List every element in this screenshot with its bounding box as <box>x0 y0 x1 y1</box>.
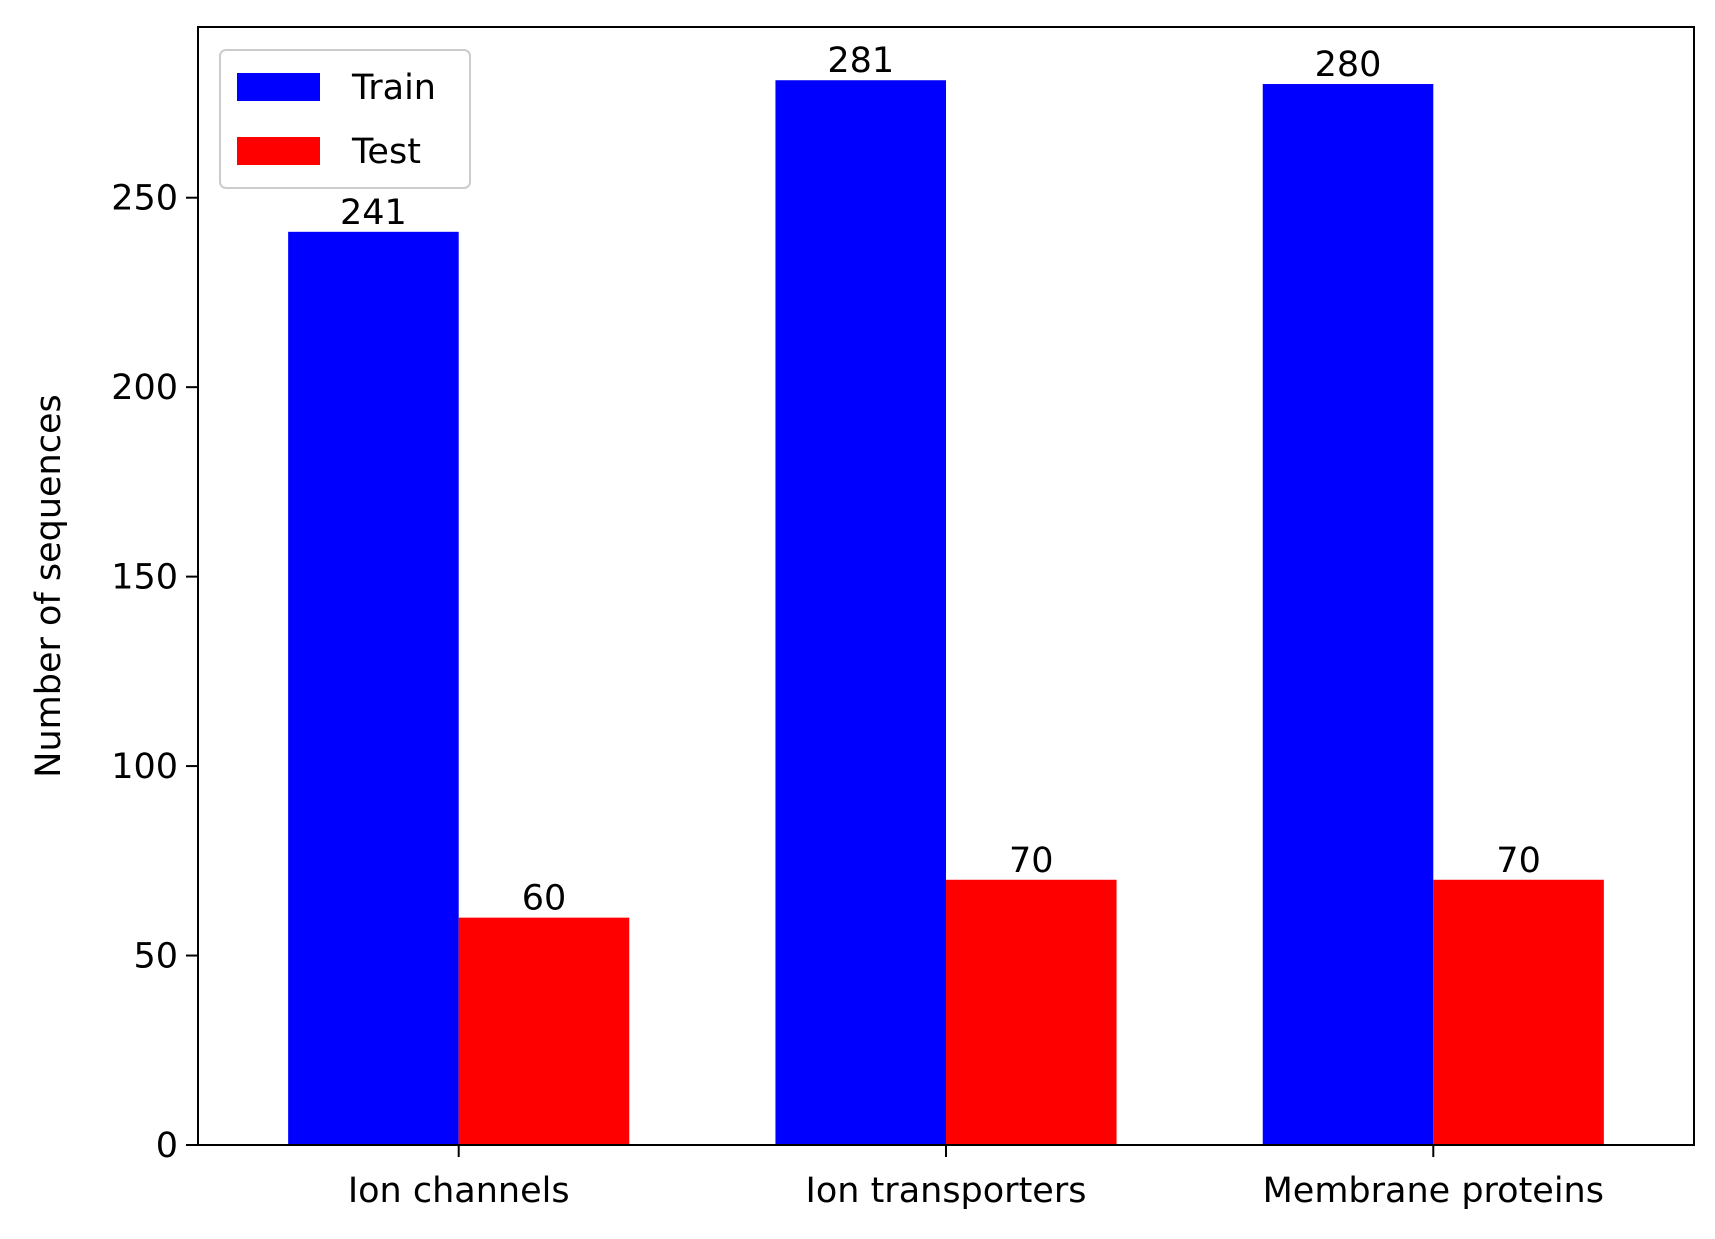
y-tick-label-250: 250 <box>111 179 178 219</box>
y-tick-label-50: 50 <box>133 937 178 977</box>
y-tick-label-100: 100 <box>111 747 178 787</box>
x-tick-label-2: Membrane proteins <box>1263 1171 1604 1211</box>
legend-swatch-test <box>237 137 320 165</box>
data-label-train-2: 280 <box>1315 45 1382 85</box>
data-label-test-1: 70 <box>1009 841 1054 881</box>
x-tick-label-1: Ion transporters <box>806 1171 1087 1211</box>
bars-layer <box>288 80 1604 1146</box>
bar-train-0 <box>288 231 459 1145</box>
legend: Train Test <box>219 49 471 189</box>
y-tick-label-150: 150 <box>111 558 178 598</box>
x-axis: Ion channels Ion transporters Membrane pro… <box>348 1145 1604 1211</box>
data-label-test-0: 60 <box>522 879 567 919</box>
x-tick-label-0: Ion channels <box>348 1171 570 1211</box>
data-label-train-0: 241 <box>340 193 407 233</box>
y-axis: 0 50 100 150 200 250 <box>111 179 198 1166</box>
bar-test-1 <box>946 879 1117 1145</box>
y-tick-label-200: 200 <box>111 368 178 408</box>
y-axis-title: Number of sequences <box>29 394 69 777</box>
legend-swatch-train <box>237 73 320 101</box>
data-label-train-1: 281 <box>827 41 894 81</box>
y-tick-label-0: 0 <box>156 1126 178 1166</box>
data-labels-layer: 241 281 280 60 70 70 <box>340 41 1541 918</box>
legend-label-test: Test <box>351 132 421 172</box>
bar-train-2 <box>1262 84 1434 1145</box>
bar-test-2 <box>1433 879 1604 1145</box>
bar-train-1 <box>775 80 946 1146</box>
bar-test-0 <box>458 917 630 1145</box>
data-label-test-2: 70 <box>1496 841 1541 881</box>
legend-label-train: Train <box>351 68 436 108</box>
